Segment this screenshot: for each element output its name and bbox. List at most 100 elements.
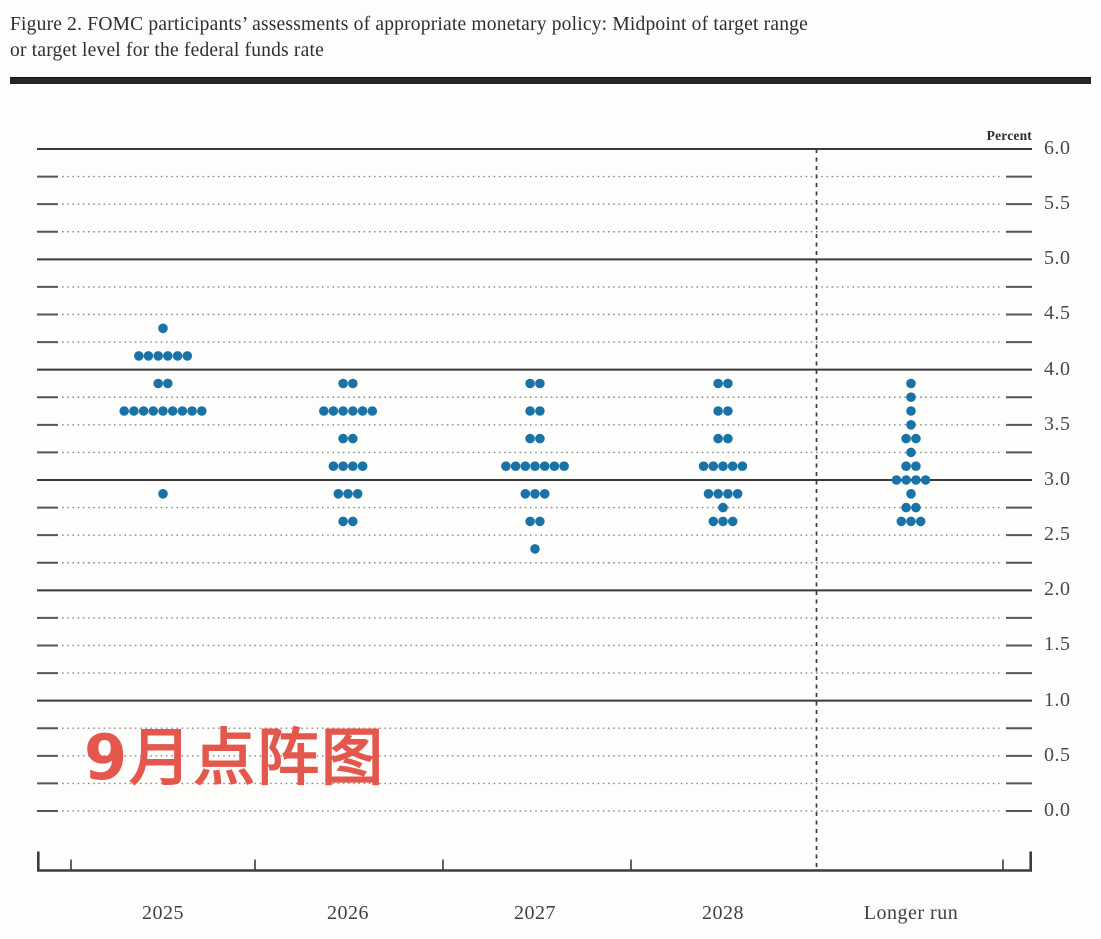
participant-dot	[718, 502, 728, 513]
participant-dot	[357, 461, 368, 472]
participant-dot	[535, 406, 545, 416]
participant-dot	[703, 489, 714, 499]
participant-dot	[333, 489, 344, 499]
participant-dot	[713, 489, 723, 499]
participant-dot	[158, 323, 168, 334]
participant-dot	[187, 406, 197, 416]
participant-dot	[901, 433, 911, 444]
participant-dot	[911, 475, 921, 485]
participant-dot	[718, 461, 728, 472]
x-category-label: 2028	[702, 902, 744, 924]
participant-dot	[727, 516, 738, 527]
participant-dot	[348, 378, 358, 389]
participant-dot	[535, 433, 545, 444]
participant-dot	[143, 351, 154, 361]
participant-dot	[906, 489, 916, 499]
participant-dot	[906, 420, 916, 430]
participant-dot	[158, 406, 168, 416]
participant-dot	[520, 461, 531, 472]
title-divider-rule	[10, 77, 1091, 84]
figure-title: Figure 2. FOMC participants’ assessments…	[10, 12, 1070, 64]
participant-dot	[906, 392, 916, 403]
participant-dot	[896, 516, 907, 527]
participant-dot	[343, 489, 353, 499]
participant-dot	[727, 461, 738, 472]
y-axis-unit-label: Percent	[986, 128, 1032, 143]
participant-dot	[319, 406, 329, 416]
x-category-label: 2026	[327, 902, 369, 924]
x-category-label: Longer run	[863, 902, 959, 924]
participant-dot	[338, 378, 348, 389]
participant-dot	[148, 406, 159, 416]
participant-dot	[129, 406, 139, 416]
participant-dot	[723, 378, 733, 389]
y-tick-label: 3.0	[1044, 467, 1071, 490]
participant-dot	[348, 406, 358, 416]
participant-dot	[153, 351, 163, 361]
figure-title-line2: or target level for the federal funds ra…	[10, 40, 324, 61]
y-tick-label: 5.5	[1044, 192, 1071, 215]
participant-dot	[906, 378, 916, 389]
participant-dot	[708, 461, 719, 472]
participant-dot	[163, 351, 173, 361]
participant-dot	[906, 516, 916, 527]
participant-dot	[698, 461, 709, 472]
participant-dot	[167, 406, 178, 416]
participant-dot	[182, 351, 193, 361]
participant-dot	[911, 461, 921, 472]
y-tick-label: 3.5	[1044, 412, 1071, 435]
y-tick-label: 6.0	[1044, 137, 1071, 159]
participant-dot	[119, 406, 129, 416]
participant-dot	[901, 502, 911, 513]
participant-dot	[177, 406, 188, 416]
participant-dot	[530, 489, 540, 499]
participant-dot	[535, 378, 545, 389]
participant-dot	[348, 433, 358, 444]
participant-dot	[723, 489, 733, 499]
participant-dot	[510, 461, 521, 472]
participant-dot	[718, 516, 728, 527]
participant-dot	[906, 406, 916, 416]
participant-dot	[549, 461, 560, 472]
participant-dot	[525, 378, 535, 389]
participant-dot	[328, 461, 339, 472]
participant-dot	[901, 475, 911, 485]
y-tick-label: 0.0	[1044, 798, 1071, 821]
y-tick-label: 4.5	[1044, 302, 1071, 325]
y-tick-label: 4.0	[1044, 357, 1071, 380]
participant-dot	[559, 461, 569, 472]
x-category-label: 2025	[142, 902, 184, 924]
participant-dot	[713, 433, 723, 444]
figure-title-line1: Figure 2. FOMC participants’ assessments…	[10, 14, 808, 35]
participant-dot	[525, 433, 535, 444]
x-category-label: 2027	[514, 902, 556, 924]
y-tick-label: 5.0	[1044, 247, 1071, 270]
participant-dot	[172, 351, 183, 361]
participant-dot	[708, 516, 719, 527]
participant-dot	[891, 475, 902, 485]
participant-dot	[501, 461, 511, 472]
participant-dot	[539, 461, 550, 472]
y-tick-label: 2.0	[1044, 578, 1071, 601]
participant-dot	[911, 502, 921, 513]
participant-dot	[525, 516, 535, 527]
participant-dot	[134, 351, 144, 361]
participant-dot	[535, 516, 545, 527]
y-tick-label: 2.5	[1044, 523, 1071, 546]
participant-dot	[338, 461, 348, 472]
participant-dot	[732, 489, 743, 499]
participant-dot	[737, 461, 748, 472]
participant-dot	[915, 516, 926, 527]
participant-dot	[138, 406, 149, 416]
participant-dot	[163, 378, 173, 389]
participant-dot	[197, 406, 207, 416]
participant-dot	[338, 516, 348, 527]
participant-dot	[367, 406, 378, 416]
participant-dot	[338, 433, 348, 444]
participant-dot	[328, 406, 339, 416]
participant-dot	[539, 489, 550, 499]
participant-dot	[525, 406, 535, 416]
participant-dot	[357, 406, 368, 416]
